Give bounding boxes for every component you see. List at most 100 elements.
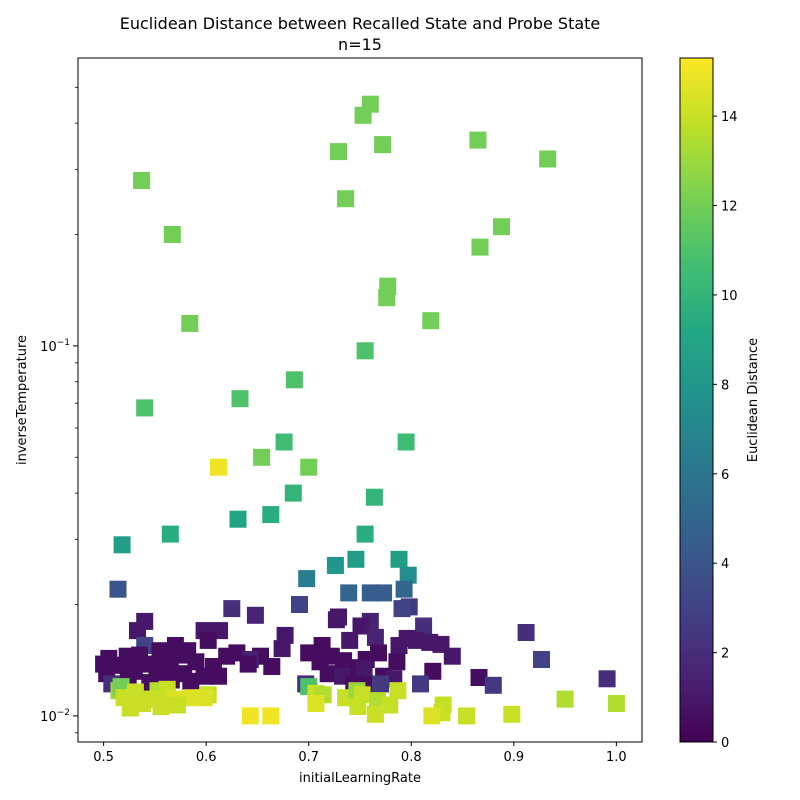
colorbar-tick-label: 12 [721, 200, 738, 215]
scatter-point [223, 600, 241, 618]
scatter-point [347, 550, 365, 568]
scatter-point [263, 658, 281, 675]
scatter-point [365, 488, 383, 506]
scatter-point [241, 707, 259, 725]
scatter-point [326, 557, 344, 574]
scatter-point [378, 289, 396, 307]
scatter-point [262, 707, 280, 725]
scatter-point [231, 390, 249, 408]
scatter-point [273, 640, 291, 658]
scatter-point [390, 550, 408, 568]
scatter-point [388, 653, 406, 671]
scatter-point [458, 707, 476, 725]
scatter-point [484, 676, 502, 694]
chart-subtitle: n=15 [338, 35, 382, 54]
scatter-point [199, 631, 217, 649]
scatter-point [300, 458, 318, 476]
x-tick-label: 0.9 [503, 750, 524, 765]
scatter-point [374, 136, 392, 154]
chart-title: Euclidean Distance between Recalled Stat… [120, 14, 601, 33]
scatter-point [319, 665, 337, 683]
scatter-point [161, 525, 179, 543]
scatter-point [355, 660, 373, 678]
scatter-point [169, 696, 186, 714]
scatter-point [407, 631, 425, 649]
scatter-point [412, 675, 429, 693]
scatter-point [423, 707, 441, 725]
scatter-point [341, 631, 359, 649]
scatter-point [284, 484, 302, 502]
scatter-point [327, 611, 345, 629]
scatter-point [307, 695, 325, 712]
colorbar-tick-label: 10 [721, 289, 738, 304]
scatter-point [372, 675, 389, 693]
scatter-point [262, 506, 280, 524]
scatter-point [246, 606, 264, 624]
scatter-point [134, 695, 152, 712]
scatter-point [182, 672, 200, 690]
scatter-point [389, 682, 407, 700]
scatter-point [354, 106, 372, 124]
scatter-point [415, 617, 433, 635]
colorbar-tick-label: 2 [721, 647, 729, 662]
scatter-point [163, 226, 181, 243]
x-axis-ticks: 0.5 0.6 0.7 0.8 0.9 1.0 [93, 742, 627, 765]
scatter-point [361, 584, 379, 602]
scatter-point [390, 637, 408, 654]
scatter-point [539, 150, 557, 168]
scatter-point [381, 696, 399, 714]
scatter-point [298, 570, 316, 588]
scatter-point [349, 698, 367, 715]
scatter-point [395, 580, 413, 598]
scatter-point [133, 172, 151, 189]
scatter-point [285, 371, 303, 389]
scatter-point [366, 705, 384, 723]
scatter-point [210, 458, 227, 476]
scatter-point [469, 131, 487, 149]
x-tick-label: 1.0 [606, 750, 627, 765]
colorbar [679, 57, 714, 743]
scatter-point [399, 566, 417, 584]
scatter-point [136, 399, 154, 417]
scatter-point [152, 698, 170, 715]
x-axis-label: initialLearningRate [299, 771, 421, 786]
scatter-point [493, 218, 510, 236]
y-axis-ticks: 10−2 10−1 [40, 86, 78, 734]
scatter-point [276, 626, 294, 644]
scatter-point [239, 655, 257, 673]
scatter-point [503, 705, 521, 723]
scatter-point [356, 342, 374, 360]
scatter-point [113, 536, 131, 554]
scatter-point [195, 667, 213, 685]
scatter-point [366, 628, 384, 646]
scatter-point [517, 624, 535, 641]
colorbar-tick-label: 14 [721, 110, 738, 125]
scatter-point [607, 695, 625, 712]
colorbar-tick-label: 6 [721, 468, 729, 483]
scatter-point [129, 622, 146, 640]
scatter-point [253, 448, 271, 466]
colorbar-tick-label: 4 [721, 557, 729, 572]
scatter-point [556, 690, 574, 708]
scatter-point [275, 433, 293, 451]
y-tick-label: 10−1 [40, 338, 70, 355]
x-tick-label: 0.6 [196, 750, 217, 765]
scatter-point [218, 647, 236, 665]
scatter-point [393, 600, 411, 618]
scatter-point [195, 689, 213, 707]
x-tick-label: 0.5 [93, 750, 114, 765]
scatter-point [443, 647, 461, 665]
scatter-point [340, 584, 358, 602]
colorbar-tick-label: 8 [721, 378, 729, 393]
scatter-point [181, 314, 199, 332]
colorbar-tick-label: 0 [721, 736, 729, 751]
colorbar-ticks: 0 2 4 6 8 10 12 14 [713, 110, 738, 751]
scatter-point [470, 669, 488, 686]
scatter-point [291, 596, 308, 613]
scatter-point [397, 433, 415, 451]
scatter-point [598, 670, 616, 688]
x-tick-label: 0.7 [298, 750, 319, 765]
scatter-point [210, 667, 227, 685]
scatter-point [229, 510, 247, 528]
